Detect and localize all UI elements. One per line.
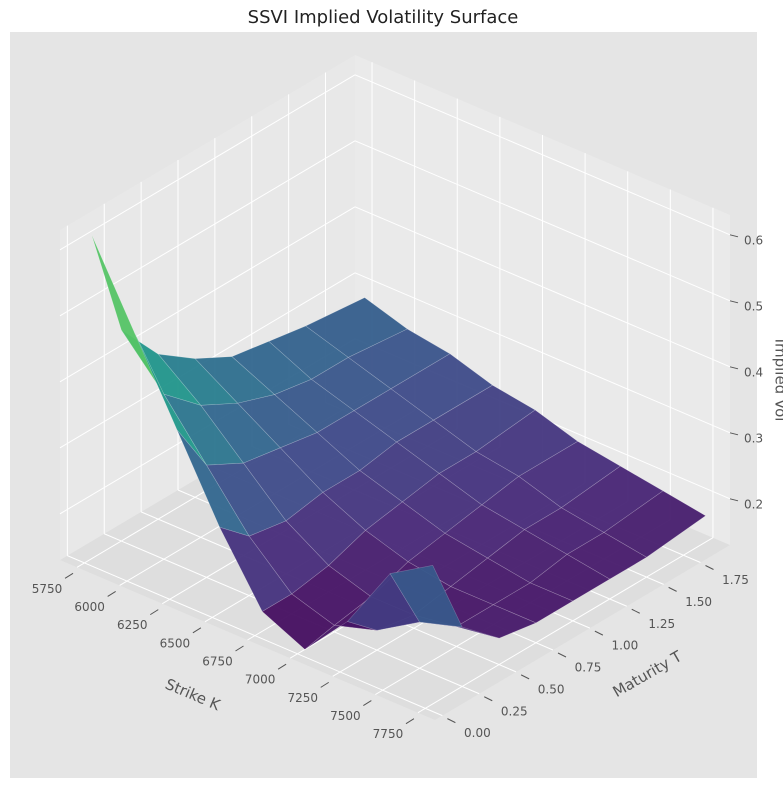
surface-patch (566, 532, 648, 580)
y-tick-label: 0.25 (501, 704, 528, 718)
x-tick-mark (235, 645, 244, 652)
y-tick-label: 1.25 (648, 617, 675, 631)
z-tick-label: 0.5 (744, 299, 763, 313)
y-tick-mark (520, 674, 530, 680)
z-tick-mark (729, 366, 739, 370)
surface-patch (529, 554, 611, 602)
z-tick-label: 0.3 (744, 431, 763, 445)
x-tick-mark (320, 681, 329, 688)
grid-line (59, 206, 356, 383)
grid-line (354, 140, 731, 302)
y-tick-mark (705, 565, 714, 570)
y-tick-label: 1.50 (685, 595, 712, 609)
y-tick-mark (668, 586, 677, 592)
x-tick-label: 6750 (202, 655, 233, 669)
z-tick-mark (729, 234, 739, 238)
grid-line (354, 74, 731, 236)
x-tick-mark (150, 609, 159, 616)
chart-title: SSVI Implied Volatility Surface (248, 7, 519, 28)
x-tick-label: 7500 (330, 709, 361, 723)
y-tick-mark (557, 652, 567, 658)
x-tick-mark (107, 591, 116, 597)
y-tick-label: 1.00 (612, 639, 639, 653)
y-tick-label: 0.00 (464, 726, 491, 740)
z-tick-label: 0.4 (744, 365, 763, 379)
surface-patch (389, 565, 463, 628)
surface-patch (492, 582, 574, 624)
y-tick-mark (484, 696, 493, 702)
y-tick-label: 0.75 (575, 661, 602, 675)
x-tick-label: 7250 (287, 691, 318, 705)
grid-line (417, 537, 714, 714)
grid-line (67, 555, 443, 717)
grid-line (354, 272, 731, 434)
x-tick-mark (363, 700, 372, 706)
surface-patch (419, 621, 500, 639)
surface (91, 235, 707, 650)
y-tick-mark (447, 718, 456, 724)
y-tick-mark (594, 630, 604, 636)
z-tick-label: 0.6 (744, 233, 763, 247)
surface-patch (603, 490, 707, 558)
grid-line (59, 74, 356, 251)
x-tick-label: 6250 (117, 618, 148, 632)
surface-patch (455, 604, 537, 639)
x-tick-mark (405, 718, 415, 725)
x-tick-label: 7000 (245, 673, 276, 687)
z-tick-mark (729, 432, 739, 436)
z-tick-label: 0.2 (744, 497, 763, 511)
x-tick-mark (277, 663, 287, 670)
z-tick-mark (729, 498, 739, 502)
x-tick-label: 5750 (32, 582, 63, 596)
side-pane (60, 55, 355, 560)
grid-line (354, 206, 731, 368)
x-tick-label: 7750 (373, 727, 404, 741)
y-tick-label: 1.75 (722, 573, 749, 587)
x-tick-label: 6500 (160, 636, 191, 650)
x-tick-mark (192, 627, 202, 634)
z-axis-label: Implied Vol (772, 339, 783, 422)
z-tick-mark (729, 300, 739, 304)
x-tick-mark (64, 572, 74, 579)
x-tick-label: 6000 (74, 600, 105, 614)
y-tick-mark (631, 608, 640, 614)
y-tick-label: 0.50 (538, 682, 565, 696)
